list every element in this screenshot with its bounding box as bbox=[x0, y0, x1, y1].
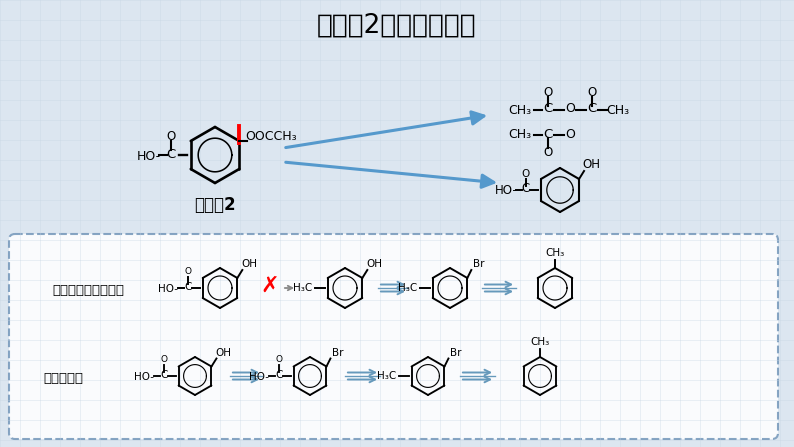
Text: ✗: ✗ bbox=[260, 276, 279, 296]
Text: O: O bbox=[588, 85, 596, 98]
Text: C: C bbox=[543, 127, 553, 140]
Text: O: O bbox=[167, 130, 175, 143]
Text: CH₃: CH₃ bbox=[508, 104, 531, 117]
Text: H₃C: H₃C bbox=[399, 283, 418, 293]
Text: 修正线路：: 修正线路： bbox=[43, 371, 83, 384]
Text: O: O bbox=[565, 102, 575, 115]
Text: H₃C: H₃C bbox=[377, 371, 397, 381]
Text: OOCCH₃: OOCCH₃ bbox=[245, 131, 297, 143]
Text: O: O bbox=[184, 267, 191, 277]
Text: 中间体2: 中间体2 bbox=[195, 196, 236, 214]
Text: OH: OH bbox=[366, 259, 383, 269]
Text: C: C bbox=[588, 102, 596, 115]
Text: C: C bbox=[543, 102, 553, 115]
Text: Br: Br bbox=[472, 259, 484, 269]
Text: CH₃: CH₃ bbox=[530, 337, 549, 347]
Text: O: O bbox=[543, 85, 553, 98]
Text: OH: OH bbox=[215, 347, 232, 358]
Text: H₃C: H₃C bbox=[293, 283, 313, 293]
Text: Br: Br bbox=[449, 347, 461, 358]
Text: O: O bbox=[276, 355, 283, 364]
Text: HO-: HO- bbox=[249, 372, 269, 382]
Text: C: C bbox=[276, 370, 283, 380]
Text: Br: Br bbox=[332, 347, 343, 358]
Text: C: C bbox=[522, 182, 530, 195]
Text: C: C bbox=[184, 282, 191, 292]
Text: HO-: HO- bbox=[137, 149, 161, 163]
Text: CH₃: CH₃ bbox=[508, 128, 531, 142]
Text: CH₃: CH₃ bbox=[545, 248, 565, 258]
Text: O: O bbox=[160, 355, 168, 364]
Text: OH: OH bbox=[582, 159, 600, 172]
Text: C: C bbox=[160, 370, 168, 380]
Text: O: O bbox=[565, 127, 575, 140]
Text: HO-: HO- bbox=[134, 372, 154, 382]
Text: HO-: HO- bbox=[158, 284, 178, 294]
FancyBboxPatch shape bbox=[9, 234, 778, 439]
Text: 中间体2的逆合成分析: 中间体2的逆合成分析 bbox=[317, 13, 477, 39]
Text: CH₃: CH₃ bbox=[607, 104, 630, 117]
Text: O: O bbox=[522, 169, 530, 179]
Text: 学生设计路线展示：: 学生设计路线展示： bbox=[52, 283, 124, 296]
Text: HO-: HO- bbox=[495, 185, 518, 198]
Text: C: C bbox=[167, 148, 175, 160]
Text: O: O bbox=[543, 147, 553, 160]
Text: OH: OH bbox=[241, 259, 257, 269]
